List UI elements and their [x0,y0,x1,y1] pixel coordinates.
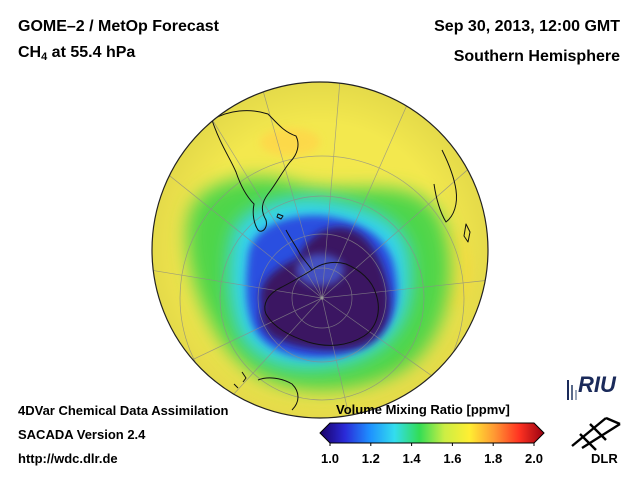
forecast-datetime: Sep 30, 2013, 12:00 GMT [434,18,620,35]
globe-outline [151,81,489,419]
colorbar-tick-label: 1.0 [320,451,340,466]
colorbar-tick-label: 1.6 [443,451,462,466]
dlr-wordmark: DLR [591,451,618,466]
footer-version: SACADA Version 2.4 [18,427,146,442]
product-title: GOME–2 / MetOp Forecast [18,18,219,35]
species-level: at 55.4 hPa [47,44,136,61]
hemisphere-label: Southern Hemisphere [453,48,620,65]
footer-url[interactable]: http://wdc.dlr.de [18,451,118,466]
colorbar-tick-label: 1.4 [402,451,421,466]
colorbar [319,422,545,446]
colorbar-tick-label: 2.0 [524,451,544,466]
colorbar-scale [319,422,545,444]
species-label: CH4 at 55.4 hPa [18,44,135,63]
globe-map [151,81,489,419]
species-main: CH [18,44,42,61]
colorbar-tick-label: 1.2 [361,451,380,466]
riu-wordmark: RIU [578,372,616,397]
riu-bars-icon [567,380,577,400]
species-subscript: 4 [41,51,48,63]
footer-assimilation: 4DVar Chemical Data Assimilation [18,403,229,418]
colorbar-ticks [329,443,535,446]
colorbar-title: Volume Mixing Ratio [ppmv] [336,402,510,417]
colorbar-tick-label: 1.8 [484,451,503,466]
riu-logo [566,376,578,407]
dlr-logo-icon [571,416,621,451]
